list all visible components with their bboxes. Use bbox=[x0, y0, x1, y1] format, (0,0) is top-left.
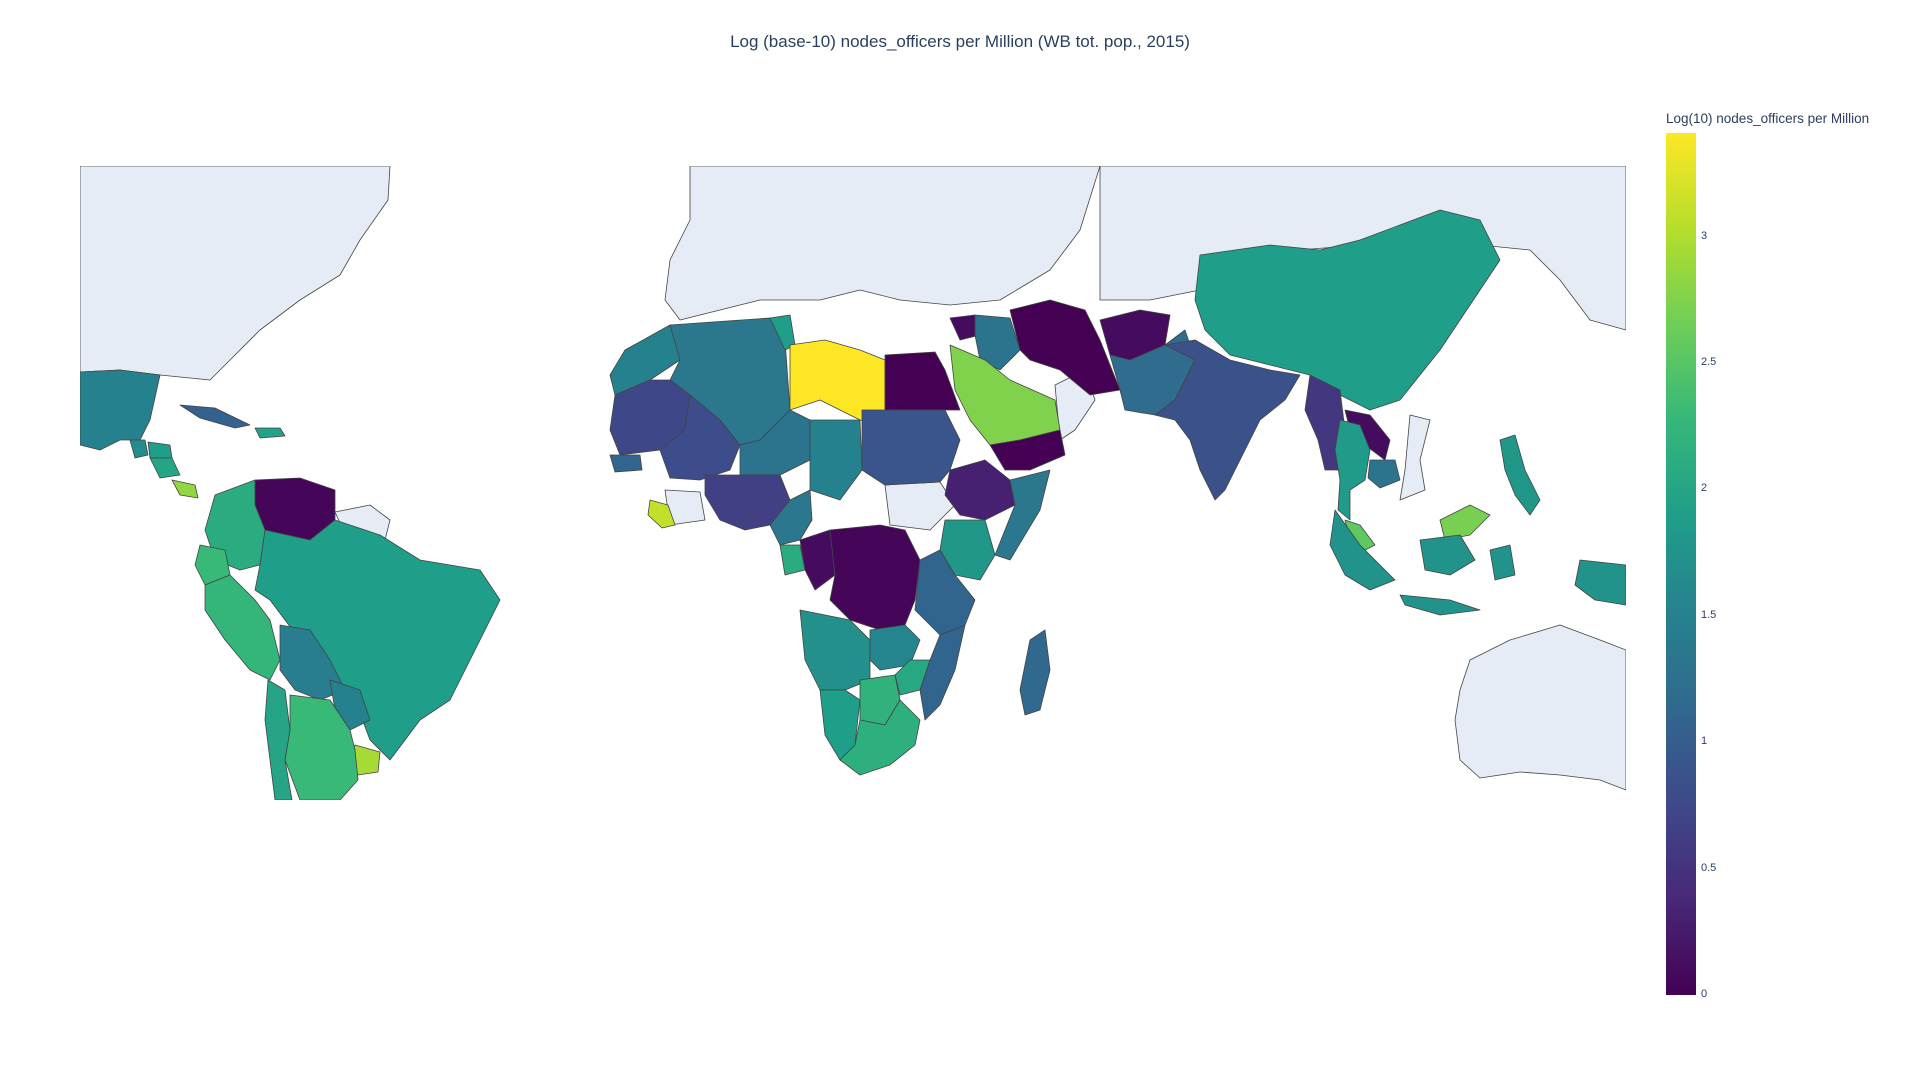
region-iraq[interactable] bbox=[974, 314, 1021, 371]
region-panama[interactable] bbox=[171, 479, 199, 499]
region-somalia[interactable] bbox=[994, 469, 1051, 561]
colorbar-tick-label: 3 bbox=[1701, 229, 1708, 242]
region-indonesia[interactable] bbox=[1399, 594, 1481, 616]
north-america-land bbox=[80, 166, 391, 381]
region-egypt[interactable] bbox=[884, 351, 961, 411]
region-brazil[interactable] bbox=[254, 519, 501, 761]
region-iran[interactable] bbox=[1009, 299, 1121, 396]
region-mexico[interactable] bbox=[80, 369, 161, 451]
region-south-africa[interactable] bbox=[839, 699, 921, 776]
region-nicaragua[interactable] bbox=[149, 457, 181, 479]
region-indonesia[interactable] bbox=[1329, 509, 1396, 591]
region-indonesia[interactable] bbox=[1489, 544, 1516, 581]
australia-land bbox=[1454, 624, 1626, 791]
region-madagascar[interactable] bbox=[1019, 629, 1051, 716]
colorbar bbox=[1666, 133, 1696, 995]
vietnam-land bbox=[1399, 414, 1431, 501]
region-cuba[interactable] bbox=[179, 404, 251, 429]
colorbar-tick-label: 0.5 bbox=[1701, 861, 1717, 874]
region-ethiopia[interactable] bbox=[944, 459, 1016, 521]
region-liberia[interactable] bbox=[647, 499, 676, 529]
choropleth-regions[interactable] bbox=[80, 209, 1626, 800]
region-paraguay[interactable] bbox=[329, 679, 371, 731]
region-yemen[interactable] bbox=[989, 429, 1066, 471]
colorbar-title: Log(10) nodes_officers per Million bbox=[1666, 111, 1870, 126]
region-congo[interactable] bbox=[799, 529, 836, 591]
region-brunei[interactable] bbox=[1439, 504, 1491, 541]
region-honduras[interactable] bbox=[147, 441, 173, 459]
region-china[interactable] bbox=[1194, 209, 1501, 411]
region-indonesia[interactable] bbox=[1419, 534, 1476, 576]
region-chile[interactable] bbox=[264, 679, 293, 800]
region-dominican-republic[interactable] bbox=[254, 427, 286, 439]
region-angola[interactable] bbox=[799, 609, 871, 691]
region-myanmar[interactable] bbox=[1304, 374, 1346, 471]
colorbar-tick-label: 1.5 bbox=[1701, 608, 1717, 621]
region-philippines[interactable] bbox=[1499, 434, 1541, 516]
europe-land bbox=[664, 166, 1101, 321]
region-guatemala[interactable] bbox=[129, 439, 149, 459]
region-senegal[interactable] bbox=[609, 454, 643, 473]
region-peru[interactable] bbox=[204, 574, 281, 681]
colorbar-tick-label: 0 bbox=[1701, 988, 1708, 1000]
region-india[interactable] bbox=[1154, 339, 1301, 501]
region-sudan[interactable] bbox=[861, 409, 961, 486]
region-indonesia[interactable] bbox=[1574, 559, 1626, 606]
region-tanzania[interactable] bbox=[914, 549, 976, 636]
colorbar-tick-label: 2.5 bbox=[1701, 356, 1717, 369]
colorbar-tick-label: 1 bbox=[1701, 735, 1708, 748]
colorbar-tick-label: 2 bbox=[1701, 482, 1708, 495]
region-zimbabwe[interactable] bbox=[894, 659, 931, 696]
region-mozambique[interactable] bbox=[919, 624, 966, 721]
region-dr-congo[interactable] bbox=[829, 524, 921, 631]
region-chad[interactable] bbox=[809, 419, 863, 501]
map-title: Log (base-10) nodes_officers per Million… bbox=[730, 32, 1190, 51]
region-cambodia[interactable] bbox=[1367, 459, 1401, 489]
region-thailand[interactable] bbox=[1334, 419, 1371, 521]
